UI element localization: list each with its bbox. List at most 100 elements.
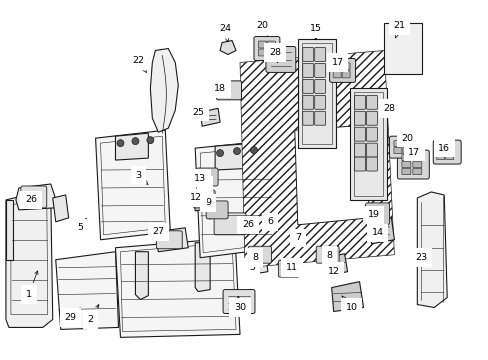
Circle shape [216, 150, 223, 157]
Text: 29: 29 [64, 308, 80, 322]
FancyBboxPatch shape [366, 111, 377, 125]
Bar [384, 23, 422, 75]
Polygon shape [215, 143, 254, 170]
Polygon shape [208, 203, 223, 219]
Polygon shape [294, 125, 369, 225]
Polygon shape [416, 192, 447, 307]
FancyBboxPatch shape [216, 81, 241, 100]
Text: 28: 28 [383, 104, 395, 113]
Polygon shape [150, 49, 178, 132]
Polygon shape [115, 238, 240, 337]
FancyBboxPatch shape [206, 201, 227, 219]
Polygon shape [247, 252, 267, 275]
Polygon shape [195, 243, 210, 292]
Text: 25: 25 [192, 108, 204, 117]
FancyBboxPatch shape [354, 111, 365, 125]
FancyBboxPatch shape [388, 136, 414, 158]
Text: 20: 20 [401, 134, 412, 143]
FancyBboxPatch shape [354, 157, 365, 171]
Text: 11: 11 [285, 263, 297, 272]
FancyBboxPatch shape [397, 150, 428, 179]
Text: 16: 16 [437, 144, 449, 153]
FancyBboxPatch shape [412, 168, 421, 175]
Circle shape [146, 137, 154, 144]
Text: 8: 8 [321, 248, 332, 260]
FancyBboxPatch shape [432, 140, 460, 164]
FancyBboxPatch shape [193, 190, 215, 208]
FancyBboxPatch shape [223, 289, 254, 314]
FancyBboxPatch shape [314, 95, 325, 109]
FancyBboxPatch shape [436, 145, 444, 152]
FancyBboxPatch shape [302, 48, 313, 62]
FancyBboxPatch shape [267, 49, 275, 56]
Polygon shape [6, 192, 53, 328]
FancyBboxPatch shape [314, 80, 325, 93]
FancyBboxPatch shape [402, 141, 410, 147]
FancyBboxPatch shape [401, 154, 410, 161]
Text: 3: 3 [135, 171, 148, 185]
FancyBboxPatch shape [393, 148, 401, 154]
Polygon shape [291, 228, 306, 244]
FancyBboxPatch shape [265, 46, 295, 72]
FancyBboxPatch shape [366, 95, 377, 109]
Bar [349, 88, 386, 200]
FancyBboxPatch shape [354, 143, 365, 157]
Text: 6: 6 [262, 215, 272, 226]
FancyBboxPatch shape [342, 63, 349, 70]
Text: 1: 1 [26, 271, 38, 299]
Text: 9: 9 [205, 198, 211, 207]
Polygon shape [212, 210, 251, 238]
FancyBboxPatch shape [332, 71, 341, 78]
Text: 21: 21 [392, 21, 405, 38]
Polygon shape [56, 252, 118, 329]
FancyBboxPatch shape [156, 231, 182, 249]
Text: 26: 26 [242, 220, 253, 229]
FancyBboxPatch shape [302, 111, 313, 125]
Text: 27: 27 [152, 227, 165, 236]
FancyBboxPatch shape [354, 95, 365, 109]
Polygon shape [16, 184, 55, 210]
FancyBboxPatch shape [314, 63, 325, 77]
FancyBboxPatch shape [365, 203, 388, 225]
Circle shape [250, 147, 257, 154]
FancyBboxPatch shape [214, 213, 245, 235]
Text: 12: 12 [327, 267, 339, 276]
Text: 24: 24 [219, 24, 231, 42]
FancyBboxPatch shape [332, 63, 341, 70]
Text: 5: 5 [247, 258, 254, 272]
Polygon shape [115, 133, 148, 160]
Text: 8: 8 [251, 252, 259, 262]
Text: 14: 14 [371, 228, 383, 237]
Bar [353, 92, 383, 196]
FancyBboxPatch shape [302, 63, 313, 77]
Polygon shape [193, 192, 212, 211]
FancyBboxPatch shape [21, 186, 47, 208]
Polygon shape [220, 41, 236, 54]
Text: 18: 18 [214, 84, 225, 94]
Text: 23: 23 [411, 248, 427, 262]
FancyBboxPatch shape [412, 154, 421, 161]
FancyBboxPatch shape [366, 127, 377, 141]
Circle shape [117, 140, 124, 147]
FancyBboxPatch shape [401, 162, 410, 167]
Text: 10: 10 [341, 296, 357, 312]
Text: 17: 17 [407, 148, 420, 157]
Polygon shape [195, 140, 279, 258]
Polygon shape [258, 206, 272, 222]
Text: 22: 22 [132, 56, 146, 72]
Text: 19: 19 [367, 210, 379, 219]
Text: 7: 7 [294, 233, 300, 242]
Polygon shape [155, 228, 188, 252]
FancyBboxPatch shape [258, 41, 266, 48]
FancyBboxPatch shape [329, 58, 355, 82]
FancyBboxPatch shape [314, 48, 325, 62]
Polygon shape [135, 252, 148, 300]
FancyBboxPatch shape [401, 168, 410, 175]
FancyBboxPatch shape [302, 80, 313, 93]
Polygon shape [95, 130, 170, 240]
Text: 30: 30 [233, 296, 245, 312]
FancyBboxPatch shape [393, 141, 401, 147]
FancyBboxPatch shape [258, 49, 266, 56]
FancyBboxPatch shape [412, 162, 421, 167]
FancyBboxPatch shape [436, 153, 444, 159]
